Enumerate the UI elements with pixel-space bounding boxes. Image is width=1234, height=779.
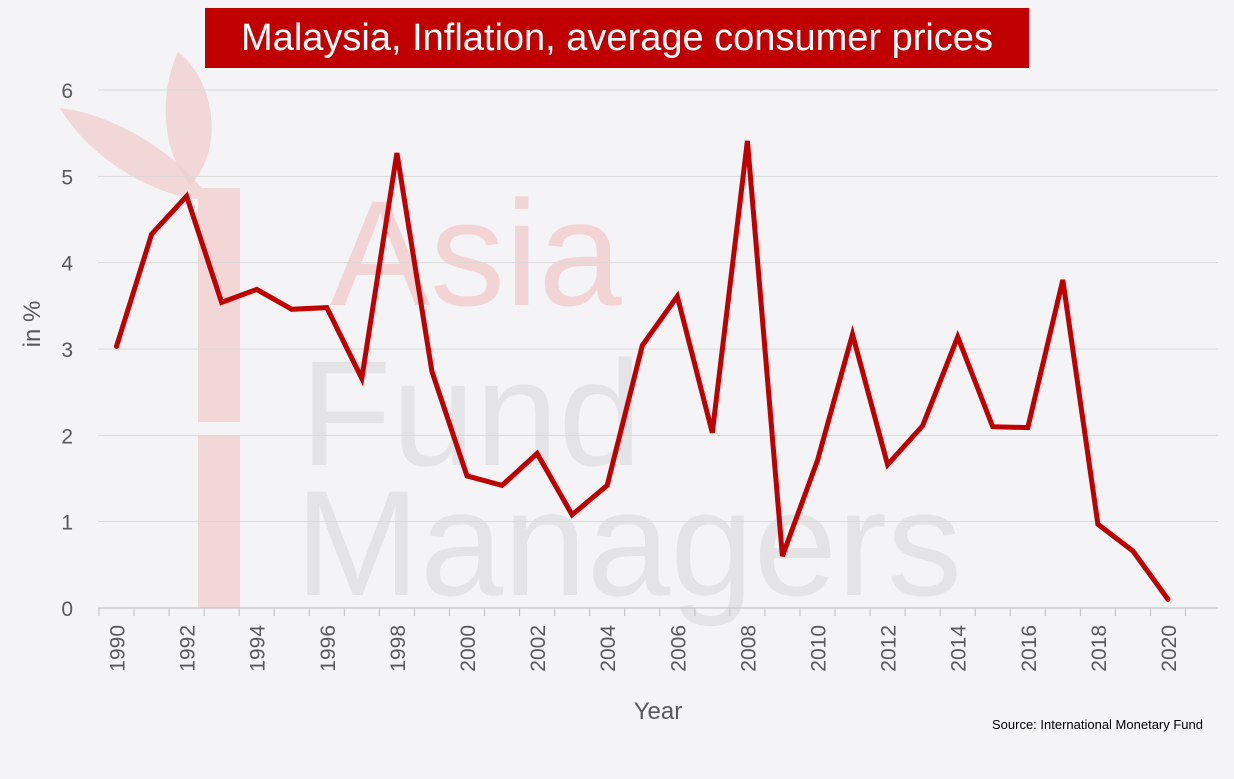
x-axis: 1990 1992 1994 1996 1998 2000 2002 2004 2006 2008… [98, 608, 1187, 672]
x-tick-label: 1992 [177, 625, 200, 672]
y-tick-label: 4 [61, 253, 73, 276]
x-tick-label: 1998 [387, 625, 410, 672]
watermark-word-1: Asia [330, 169, 622, 337]
watermark-stem-upper [198, 188, 240, 422]
x-tick-label: 2014 [948, 625, 971, 672]
x-tick-label: 2018 [1088, 625, 1111, 672]
gridlines [98, 89, 1218, 609]
watermark-word-2: Fund [300, 329, 642, 497]
x-tick-label: 2000 [457, 625, 480, 672]
series-layer [114, 140, 1171, 602]
watermark-word-3: Managers [295, 459, 962, 627]
chart-title: Malaysia, Inflation, average consumer pr… [205, 8, 1029, 68]
watermark: Asia Fund Managers [60, 52, 962, 627]
x-tick-label: 2010 [808, 625, 831, 672]
x-axis-label: Year [634, 698, 683, 725]
x-tick-label: 2002 [527, 625, 550, 672]
x-tick-label: 2016 [1018, 625, 1041, 672]
x-tick-label: 1990 [107, 625, 130, 672]
x-tick-label: 2020 [1158, 625, 1181, 672]
y-tick-label: 1 [61, 512, 73, 535]
y-tick-label: 2 [61, 425, 73, 448]
y-tick-label: 5 [61, 166, 73, 189]
x-tick-label: 2004 [597, 625, 620, 672]
x-tick-label: 1996 [317, 625, 340, 672]
x-tick-label: 1994 [247, 625, 270, 672]
y-tick-label: 3 [61, 339, 73, 362]
y-axis: 0 1 2 3 4 5 6 [61, 80, 73, 621]
x-tick-label: 2006 [667, 625, 690, 672]
watermark-leaf-left [60, 108, 210, 200]
watermark-leaf-right [165, 52, 212, 185]
y-tick-label: 0 [61, 598, 73, 621]
x-tick-label: 2012 [878, 625, 901, 672]
y-tick-label: 6 [61, 80, 73, 103]
y-axis-label: in % [19, 301, 46, 348]
source-note: Source: International Monetary Fund [991, 717, 1203, 732]
series-line [114, 140, 1171, 602]
x-tick-label: 2008 [737, 625, 760, 672]
